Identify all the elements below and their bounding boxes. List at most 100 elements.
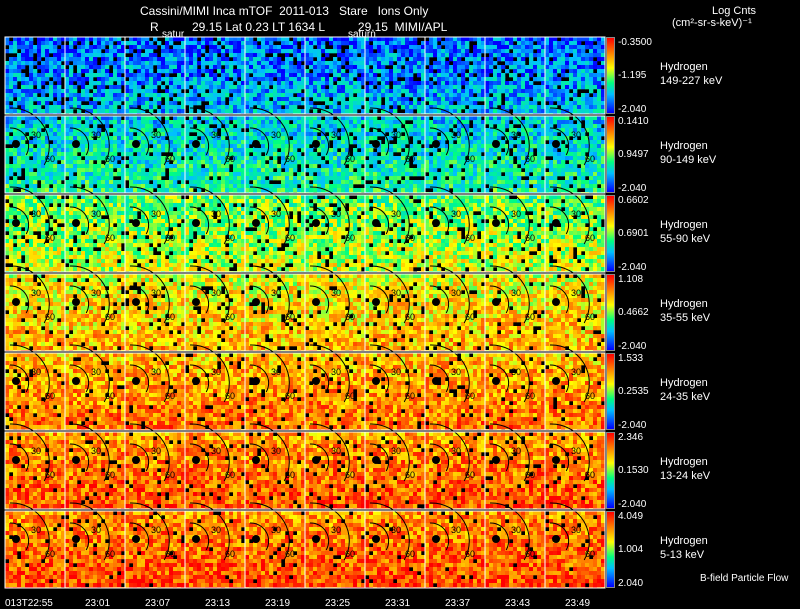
heatmap-cell: [117, 89, 122, 94]
heatmap-cell: [429, 73, 434, 78]
heatmap-cell: [377, 132, 382, 137]
heatmap-cell: [409, 93, 414, 98]
heatmap-cell: [461, 172, 466, 177]
heatmap-cell: [181, 168, 186, 173]
heatmap-cell: [553, 65, 558, 70]
heatmap-cell: [377, 65, 382, 70]
heatmap-cell: [333, 148, 338, 153]
heatmap-cell: [349, 101, 354, 106]
heatmap-cell: [577, 57, 582, 62]
heatmap-cell: [333, 77, 338, 82]
heatmap-cell: [221, 69, 226, 74]
heatmap-cell: [213, 168, 218, 173]
heatmap-cell: [153, 136, 158, 141]
heatmap-cell: [209, 180, 214, 185]
heatmap-cell: [357, 101, 362, 106]
heatmap-cell: [361, 132, 366, 137]
heatmap-cell: [509, 57, 514, 62]
heatmap-cell: [53, 180, 58, 185]
heatmap-cell: [297, 89, 302, 94]
heatmap-cell: [117, 61, 122, 66]
heatmap-cell: [109, 160, 114, 165]
heatmap-cell: [537, 116, 542, 121]
heatmap-cell: [405, 81, 410, 86]
heatmap-cell: [541, 116, 546, 121]
heatmap-cell: [505, 89, 510, 94]
heatmap-cell: [377, 188, 382, 193]
heatmap-cell: [261, 176, 266, 181]
heatmap-cell: [101, 41, 106, 46]
heatmap-cell: [281, 180, 286, 185]
heatmap-cell: [273, 45, 278, 50]
heatmap-cell: [269, 49, 274, 54]
heatmap-cell: [365, 124, 370, 129]
heatmap-cell: [185, 101, 190, 106]
heatmap-cell: [153, 164, 158, 169]
heatmap-cell: [17, 97, 22, 102]
heatmap-cell: [25, 124, 30, 129]
heatmap-cell: [353, 61, 358, 66]
heatmap-cell: [261, 168, 266, 173]
heatmap-cell: [517, 53, 522, 58]
heatmap-cell: [97, 144, 102, 149]
heatmap-cell: [301, 176, 306, 181]
heatmap-cell: [465, 49, 470, 54]
heatmap-cell: [193, 120, 198, 125]
heatmap-cell: [297, 136, 302, 141]
heatmap-cell: [525, 97, 530, 102]
heatmap-cell: [133, 65, 138, 70]
heatmap-cell: [549, 85, 554, 90]
heatmap-cell: [305, 93, 310, 98]
heatmap-cell: [237, 85, 242, 90]
heatmap-cell: [589, 69, 594, 74]
heatmap-cell: [505, 120, 510, 125]
heatmap-cell: [17, 148, 22, 153]
heatmap-cell: [101, 101, 106, 106]
heatmap-cell: [253, 168, 258, 173]
heatmap-cell: [141, 57, 146, 62]
heatmap-cell: [161, 61, 166, 66]
heatmap-cell: [385, 140, 390, 145]
heatmap-cell: [45, 101, 50, 106]
heatmap-cell: [153, 61, 158, 66]
heatmap-cell: [573, 53, 578, 58]
heatmap-cell: [589, 45, 594, 50]
heatmap-cell: [561, 37, 566, 42]
heatmap-cell: [137, 73, 142, 78]
heatmap-cell: [241, 61, 246, 66]
heatmap-cell: [241, 69, 246, 74]
heatmap-cell: [241, 53, 246, 58]
heatmap-cell: [197, 148, 202, 153]
heatmap-cell: [237, 116, 242, 121]
heatmap-cell: [293, 105, 298, 110]
heatmap-cell: [45, 180, 50, 185]
heatmap-cell: [109, 101, 114, 106]
heatmap-cell: [217, 57, 222, 62]
heatmap-cell: [469, 101, 474, 106]
heatmap-cell: [549, 81, 554, 86]
heatmap-cell: [317, 180, 322, 185]
heatmap-cell: [221, 97, 226, 102]
heatmap-cell: [577, 69, 582, 74]
heatmap-cell: [457, 77, 462, 82]
heatmap-cell: [361, 73, 366, 78]
heatmap-cell: [193, 73, 198, 78]
heatmap-cell: [137, 45, 142, 50]
heatmap-cell: [425, 164, 430, 169]
heatmap-cell: [165, 180, 170, 185]
heatmap-cell: [17, 124, 22, 129]
heatmap-cell: [557, 101, 562, 106]
heatmap-cell: [253, 124, 258, 129]
heatmap-cell: [397, 65, 402, 70]
heatmap-cell: [285, 164, 290, 169]
heatmap-cell: [369, 53, 374, 58]
heatmap-cell: [325, 53, 330, 58]
heatmap-cell: [165, 188, 170, 193]
heatmap-cell: [561, 45, 566, 50]
heatmap-cell: [333, 93, 338, 98]
heatmap-cell: [197, 124, 202, 129]
heatmap-cell: [149, 164, 154, 169]
heatmap-cell: [73, 37, 78, 42]
heatmap-cell: [5, 65, 10, 70]
heatmap-cell: [477, 148, 482, 153]
